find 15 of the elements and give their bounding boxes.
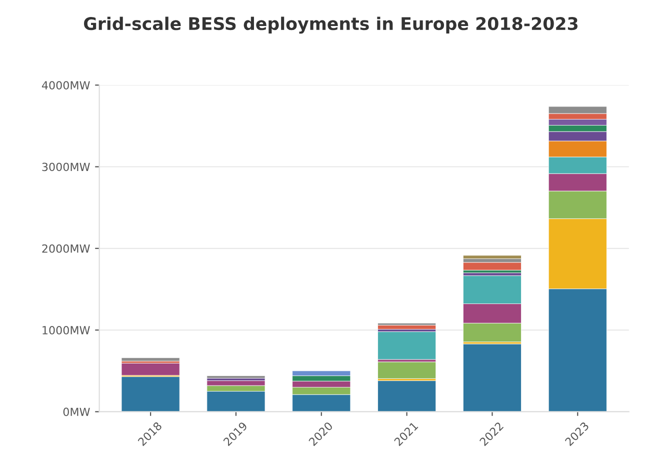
y-tick-label: 3000MW bbox=[42, 162, 90, 172]
bar bbox=[378, 380, 436, 412]
bar bbox=[378, 331, 436, 360]
y-tick-label: 2000MW bbox=[42, 244, 90, 253]
y-tick-label: 0MW bbox=[63, 408, 90, 416]
chart-title: Grid-scale BESS deployments in Europe 2018-2023 bbox=[84, 16, 578, 34]
bar bbox=[121, 358, 180, 362]
bar bbox=[462, 262, 522, 270]
bar bbox=[462, 344, 522, 412]
bar bbox=[378, 322, 436, 326]
bar bbox=[462, 255, 522, 259]
bar bbox=[206, 376, 266, 378]
y-tick-label: 4000MW bbox=[42, 81, 90, 90]
y-tick-label: 1000MW bbox=[42, 326, 90, 334]
bar bbox=[378, 362, 436, 379]
